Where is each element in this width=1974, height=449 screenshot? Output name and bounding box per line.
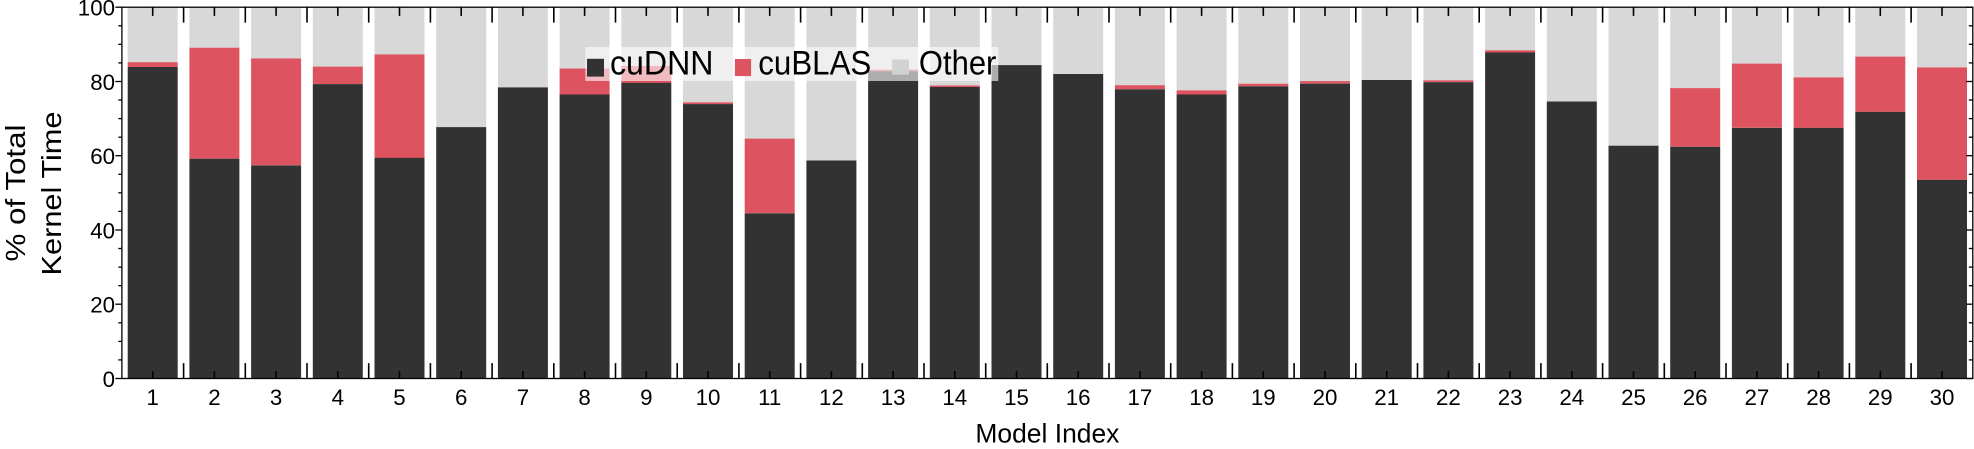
svg-text:8: 8 — [578, 385, 590, 410]
svg-text:15: 15 — [1004, 385, 1029, 410]
svg-text:14: 14 — [942, 385, 967, 410]
svg-text:27: 27 — [1744, 385, 1769, 410]
svg-text:26: 26 — [1683, 385, 1708, 410]
svg-text:cuDNN: cuDNN — [610, 45, 714, 83]
svg-text:28: 28 — [1806, 385, 1831, 410]
svg-text:Other: Other — [919, 45, 997, 83]
svg-text:7: 7 — [517, 385, 529, 410]
svg-text:6: 6 — [455, 385, 467, 410]
svg-text:1: 1 — [146, 385, 158, 410]
svg-text:24: 24 — [1559, 385, 1584, 410]
svg-text:22: 22 — [1436, 385, 1461, 410]
svg-text:19: 19 — [1251, 385, 1276, 410]
svg-text:20: 20 — [90, 293, 115, 318]
svg-text:29: 29 — [1868, 385, 1893, 410]
svg-text:9: 9 — [640, 385, 652, 410]
svg-text:Kernel Time: Kernel Time — [36, 112, 67, 276]
svg-text:0: 0 — [103, 367, 115, 392]
svg-text:25: 25 — [1621, 385, 1646, 410]
svg-text:60: 60 — [90, 144, 115, 169]
svg-text:4: 4 — [332, 385, 344, 410]
svg-text:cuBLAS: cuBLAS — [758, 45, 871, 83]
svg-text:Model Index: Model Index — [975, 419, 1119, 444]
svg-text:18: 18 — [1189, 385, 1214, 410]
svg-text:11: 11 — [758, 385, 781, 410]
svg-text:30: 30 — [1930, 385, 1955, 410]
svg-text:16: 16 — [1066, 385, 1091, 410]
svg-text:10: 10 — [696, 385, 721, 410]
svg-text:100: 100 — [78, 0, 115, 21]
svg-text:20: 20 — [1313, 385, 1338, 410]
svg-text:13: 13 — [881, 385, 906, 410]
svg-text:5: 5 — [393, 385, 405, 410]
svg-text:40: 40 — [90, 218, 115, 243]
svg-text:% of Total: % of Total — [0, 125, 31, 262]
svg-text:12: 12 — [819, 385, 844, 410]
svg-text:21: 21 — [1374, 385, 1399, 410]
svg-text:17: 17 — [1127, 385, 1152, 410]
svg-text:2: 2 — [208, 385, 220, 410]
svg-text:23: 23 — [1498, 385, 1523, 410]
svg-text:80: 80 — [90, 70, 115, 95]
svg-text:3: 3 — [270, 385, 282, 410]
